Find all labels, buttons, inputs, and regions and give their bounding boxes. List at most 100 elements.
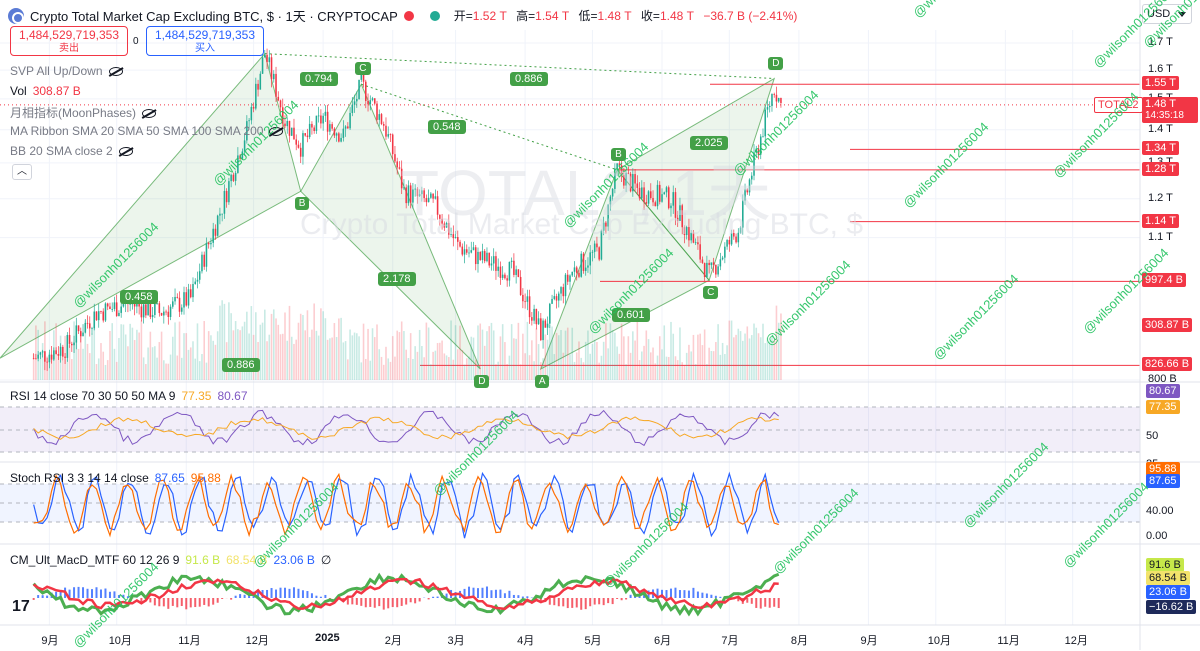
moonphase-indicator-label[interactable]: 月相指标(MoonPhases) — [10, 104, 156, 121]
harmonic-ratio-label: 0.548 — [428, 120, 466, 134]
macd-histogram-bar — [603, 598, 605, 605]
candle-body — [484, 251, 486, 261]
candle-body — [251, 107, 253, 120]
x-axis-tick-label: 12月 — [246, 632, 269, 648]
harmonic-ratio-label: 2.025 — [690, 136, 728, 150]
volume-bar — [598, 363, 600, 380]
volume-bar — [273, 309, 275, 380]
volume-bar — [675, 356, 677, 380]
volume-bar — [684, 365, 686, 380]
macd-histogram-bar — [306, 591, 308, 598]
candle-body — [311, 124, 313, 128]
tradingview-logo-icon[interactable]: 17 — [12, 598, 30, 616]
volume-bar — [457, 349, 459, 380]
candle-body — [145, 304, 147, 315]
candle-body — [62, 347, 64, 357]
candle-body — [549, 304, 551, 324]
candle-body — [210, 243, 212, 244]
volume-bar — [751, 335, 753, 380]
collapse-chevron-icon[interactable]: ︿ — [12, 164, 32, 180]
candle-body — [291, 128, 293, 136]
candle-body — [556, 296, 558, 300]
market-status-red-icon — [404, 11, 414, 21]
stoch-axis-label: 0.00 — [1146, 530, 1167, 542]
volume-bar — [120, 324, 122, 380]
candle-body — [302, 133, 304, 157]
candle-body — [479, 252, 481, 260]
macd-histogram-bar — [356, 598, 358, 605]
volume-bar — [378, 349, 380, 380]
candle-body — [329, 124, 331, 132]
candle-body — [143, 304, 145, 317]
macd-histogram-bar — [369, 598, 371, 607]
candle-body — [260, 74, 262, 90]
candle-body — [248, 120, 250, 121]
candle-body — [208, 243, 210, 244]
volume-bar — [300, 314, 302, 380]
candle-body — [262, 57, 264, 73]
volume-bar — [185, 333, 187, 380]
macd-histogram-bar — [697, 592, 699, 598]
volume-bar — [529, 355, 531, 380]
volume-bar — [340, 318, 342, 380]
macd-histogram-bar — [396, 598, 398, 607]
candle-body — [524, 301, 526, 302]
candle-body — [76, 325, 78, 342]
eye-hidden-icon[interactable] — [109, 67, 123, 76]
candle-body — [468, 253, 470, 254]
candle-body — [533, 309, 535, 321]
stoch-axis-label: 87.65 — [1146, 474, 1180, 488]
candle-body — [702, 260, 704, 263]
volume-bar — [504, 342, 506, 380]
eye-hidden-icon[interactable] — [142, 109, 156, 118]
candle-body — [470, 250, 472, 252]
candle-body — [325, 112, 327, 116]
candle-body — [713, 262, 715, 264]
sell-button[interactable]: 1,484,529,719,353 卖出 — [10, 26, 128, 56]
candle-body — [192, 284, 194, 297]
svp-indicator-label[interactable]: SVP All Up/Down — [10, 64, 123, 78]
candle-body — [58, 354, 60, 356]
candle-body — [334, 129, 336, 136]
candle-body — [715, 265, 717, 275]
volume-bar — [201, 354, 203, 380]
macd-histogram-bar — [612, 598, 614, 604]
volume-bar — [385, 347, 387, 380]
volume-bar — [513, 338, 515, 380]
candle-body — [82, 333, 84, 337]
macd-histogram-bar — [360, 598, 362, 606]
buy-button[interactable]: 1,484,529,719,353 买入 — [146, 26, 264, 56]
eye-hidden-icon[interactable] — [119, 147, 133, 156]
rsi-axis-label: 50 — [1146, 430, 1158, 442]
volume-bar — [720, 355, 722, 380]
candle-body — [551, 299, 553, 304]
volume-bar — [549, 325, 551, 380]
candle-body — [84, 323, 86, 333]
candle-body — [477, 252, 479, 264]
ma-ribbon-indicator-label[interactable]: MA Ribbon SMA 20 SMA 50 SMA 100 SMA 200 — [10, 124, 283, 138]
macd-histogram-bar — [42, 595, 44, 598]
chart-title[interactable]: Crypto Total Market Cap Excluding BTC, $… — [30, 6, 398, 25]
bb-indicator-label[interactable]: BB 20 SMA close 2 — [10, 144, 133, 158]
volume-bar — [560, 330, 562, 380]
volume-bar — [699, 334, 701, 380]
candle-body — [93, 312, 95, 329]
candle-body — [49, 355, 51, 363]
macd-histogram-bar — [100, 589, 102, 598]
volume-bar — [468, 357, 470, 380]
spread-value: 0 — [133, 36, 139, 47]
candle-body — [89, 323, 91, 328]
volume-bar — [212, 341, 214, 380]
macd-histogram-bar — [773, 598, 775, 607]
volume-bar — [558, 335, 560, 380]
volume-bar — [277, 325, 279, 380]
volume-bar — [116, 362, 118, 380]
candle-body — [720, 259, 722, 266]
volume-bar — [502, 324, 504, 380]
candle-body — [495, 256, 497, 271]
candle-body — [269, 57, 271, 62]
